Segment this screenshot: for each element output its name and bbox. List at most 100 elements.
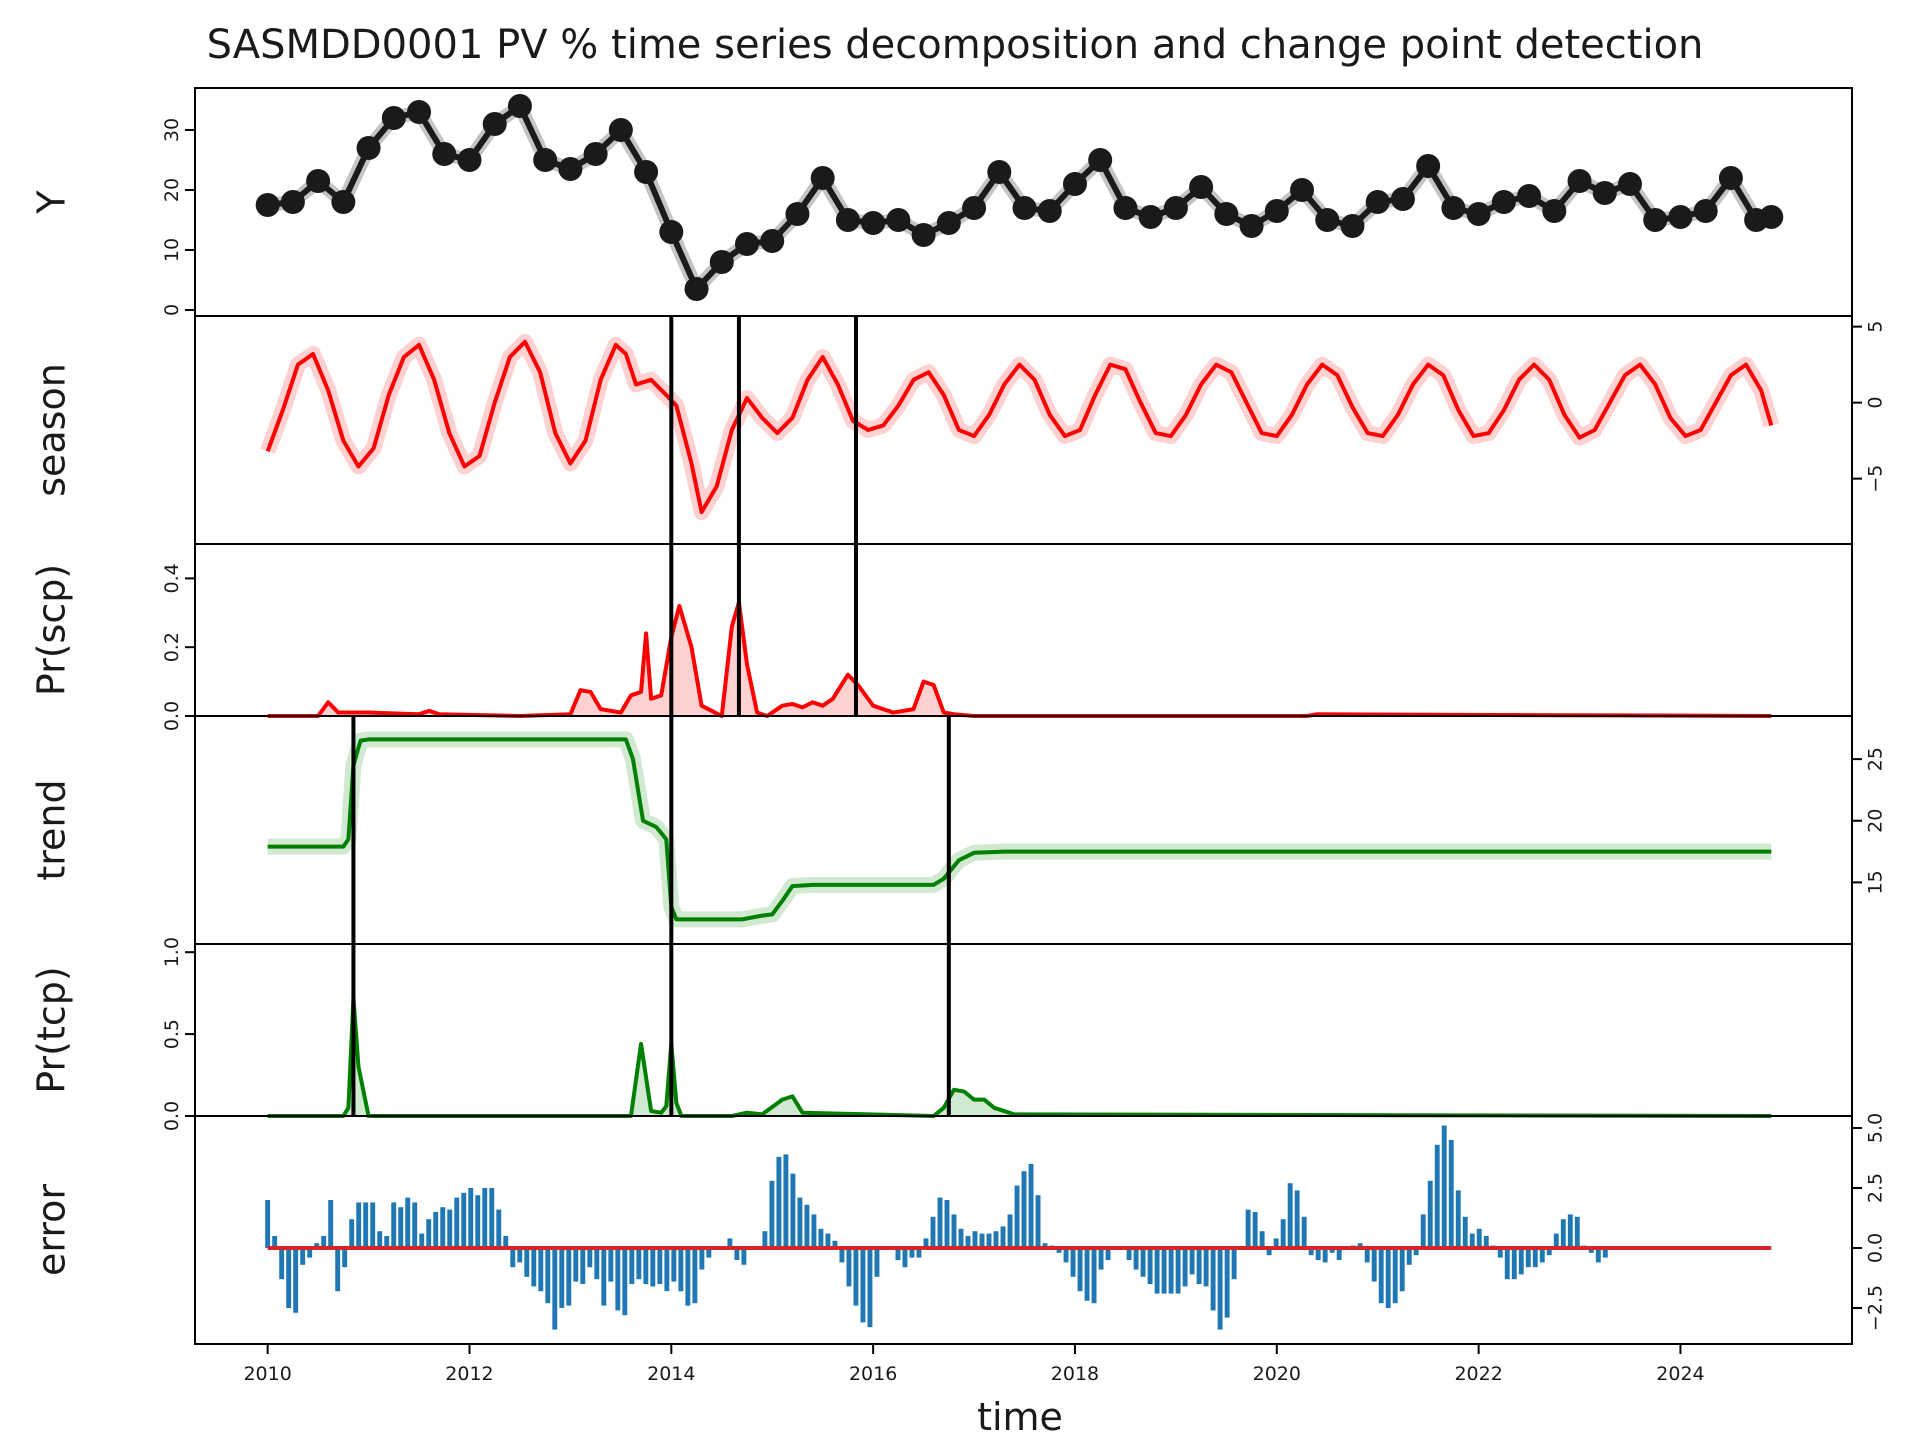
error-bar — [1063, 1248, 1069, 1263]
error-bar — [342, 1248, 348, 1268]
panel-frame — [194, 715, 1853, 945]
error-bar — [776, 1156, 782, 1248]
y-point — [1062, 172, 1087, 196]
y-point — [659, 220, 684, 244]
error-bar — [1070, 1248, 1076, 1277]
y-point — [886, 208, 911, 232]
y-point — [381, 106, 406, 130]
error-bar — [286, 1248, 292, 1308]
error-bar — [580, 1248, 586, 1284]
y-point — [1340, 214, 1365, 238]
error-bar — [1280, 1219, 1286, 1248]
error-bar — [1406, 1248, 1412, 1265]
season-line — [265, 339, 1774, 515]
y-point — [432, 142, 457, 166]
error-bar — [335, 1248, 341, 1292]
error-bar — [412, 1202, 418, 1248]
y-point — [558, 157, 583, 181]
error-bar — [1182, 1248, 1188, 1287]
error-bar — [1126, 1248, 1132, 1260]
y-point — [810, 166, 835, 190]
error-bar — [328, 1200, 334, 1248]
error-bar — [552, 1248, 558, 1330]
y-point — [1088, 148, 1113, 172]
error-bar — [419, 1233, 425, 1248]
error-bar — [986, 1233, 992, 1248]
error-bar — [1462, 1216, 1468, 1248]
y-point — [306, 169, 331, 193]
error-bar — [1588, 1248, 1594, 1253]
panel-label: Pr(scp) — [30, 564, 74, 696]
error-bar — [1287, 1183, 1293, 1248]
y-point — [1113, 196, 1138, 220]
error-bar — [426, 1219, 432, 1248]
error-bar — [839, 1248, 845, 1263]
error-bar — [650, 1248, 656, 1287]
error-bar — [825, 1233, 831, 1248]
error-bar — [265, 1200, 271, 1248]
error-bar — [762, 1231, 768, 1248]
error-bar — [685, 1248, 691, 1306]
error-bar — [1511, 1248, 1517, 1280]
y-tick-label: 15 — [1865, 870, 1887, 894]
error-bar — [979, 1233, 985, 1248]
panels-group: Y 0 10 20 30 season −5 0 5 Pr(scp) 0.0 0.2 0.4 trend 1… — [30, 87, 1887, 1345]
error-bar — [699, 1248, 705, 1270]
y-point — [1759, 205, 1784, 229]
panel-frame — [194, 543, 1853, 717]
y-tick-label: 0 — [161, 304, 183, 316]
y-point — [1441, 196, 1466, 220]
error-bar — [1413, 1248, 1419, 1256]
y-point — [608, 118, 633, 142]
error-bar — [1329, 1248, 1335, 1253]
error-bar — [1203, 1248, 1209, 1287]
error-bar — [461, 1192, 467, 1248]
x-tick-label: 2022 — [1454, 1363, 1502, 1385]
error-bar — [1595, 1248, 1601, 1263]
error-bar — [608, 1248, 614, 1282]
error-bar — [916, 1248, 922, 1258]
y-tick-label: 0.5 — [161, 1019, 183, 1049]
error-bar — [1007, 1214, 1013, 1248]
error-bar — [300, 1248, 306, 1265]
y-tick-label: 10 — [161, 238, 183, 262]
error-bar — [1322, 1248, 1328, 1263]
y-point — [583, 142, 608, 166]
error-bar — [447, 1209, 453, 1248]
y-point — [1012, 196, 1037, 220]
error-bar — [972, 1231, 978, 1248]
error-bar — [1392, 1248, 1398, 1304]
y-tick-label: 0.0 — [1865, 1233, 1887, 1263]
Pr(tcp)-line — [267, 996, 1772, 1118]
error-bar — [1371, 1248, 1377, 1282]
error-bar — [615, 1248, 621, 1311]
y-point — [785, 202, 810, 226]
error-bar — [440, 1207, 446, 1248]
y-point — [1466, 202, 1491, 226]
error-bar — [622, 1248, 628, 1316]
y-point — [1542, 199, 1567, 223]
y-tick-label: 0.0 — [161, 1101, 183, 1131]
error-bar — [1210, 1248, 1216, 1311]
error-bar — [1420, 1214, 1426, 1248]
error-bar — [643, 1248, 649, 1284]
x-axis: 2010 2012 2014 2016 2018 2020 2022 2024 — [243, 1344, 1705, 1385]
y-point — [482, 112, 507, 136]
y-point — [1567, 169, 1592, 193]
error-bar — [398, 1207, 404, 1248]
Pr(scp)-line — [267, 600, 1772, 718]
error-bar — [1336, 1248, 1342, 1260]
error-bar — [566, 1248, 572, 1306]
error-bar — [860, 1248, 866, 1323]
error-bar — [1014, 1185, 1020, 1248]
error-bar — [783, 1154, 789, 1248]
y-point — [1239, 214, 1264, 238]
error-bar — [769, 1180, 775, 1248]
error-bar — [391, 1202, 397, 1248]
y-tick-label: −5 — [1865, 465, 1887, 493]
panel-4: Pr(tcp) 0.0 0.5 1.0 — [30, 937, 1853, 1131]
y-point — [911, 223, 936, 247]
error-bar — [1245, 1209, 1251, 1248]
error-bar — [811, 1214, 817, 1248]
error-bar — [1021, 1171, 1027, 1248]
